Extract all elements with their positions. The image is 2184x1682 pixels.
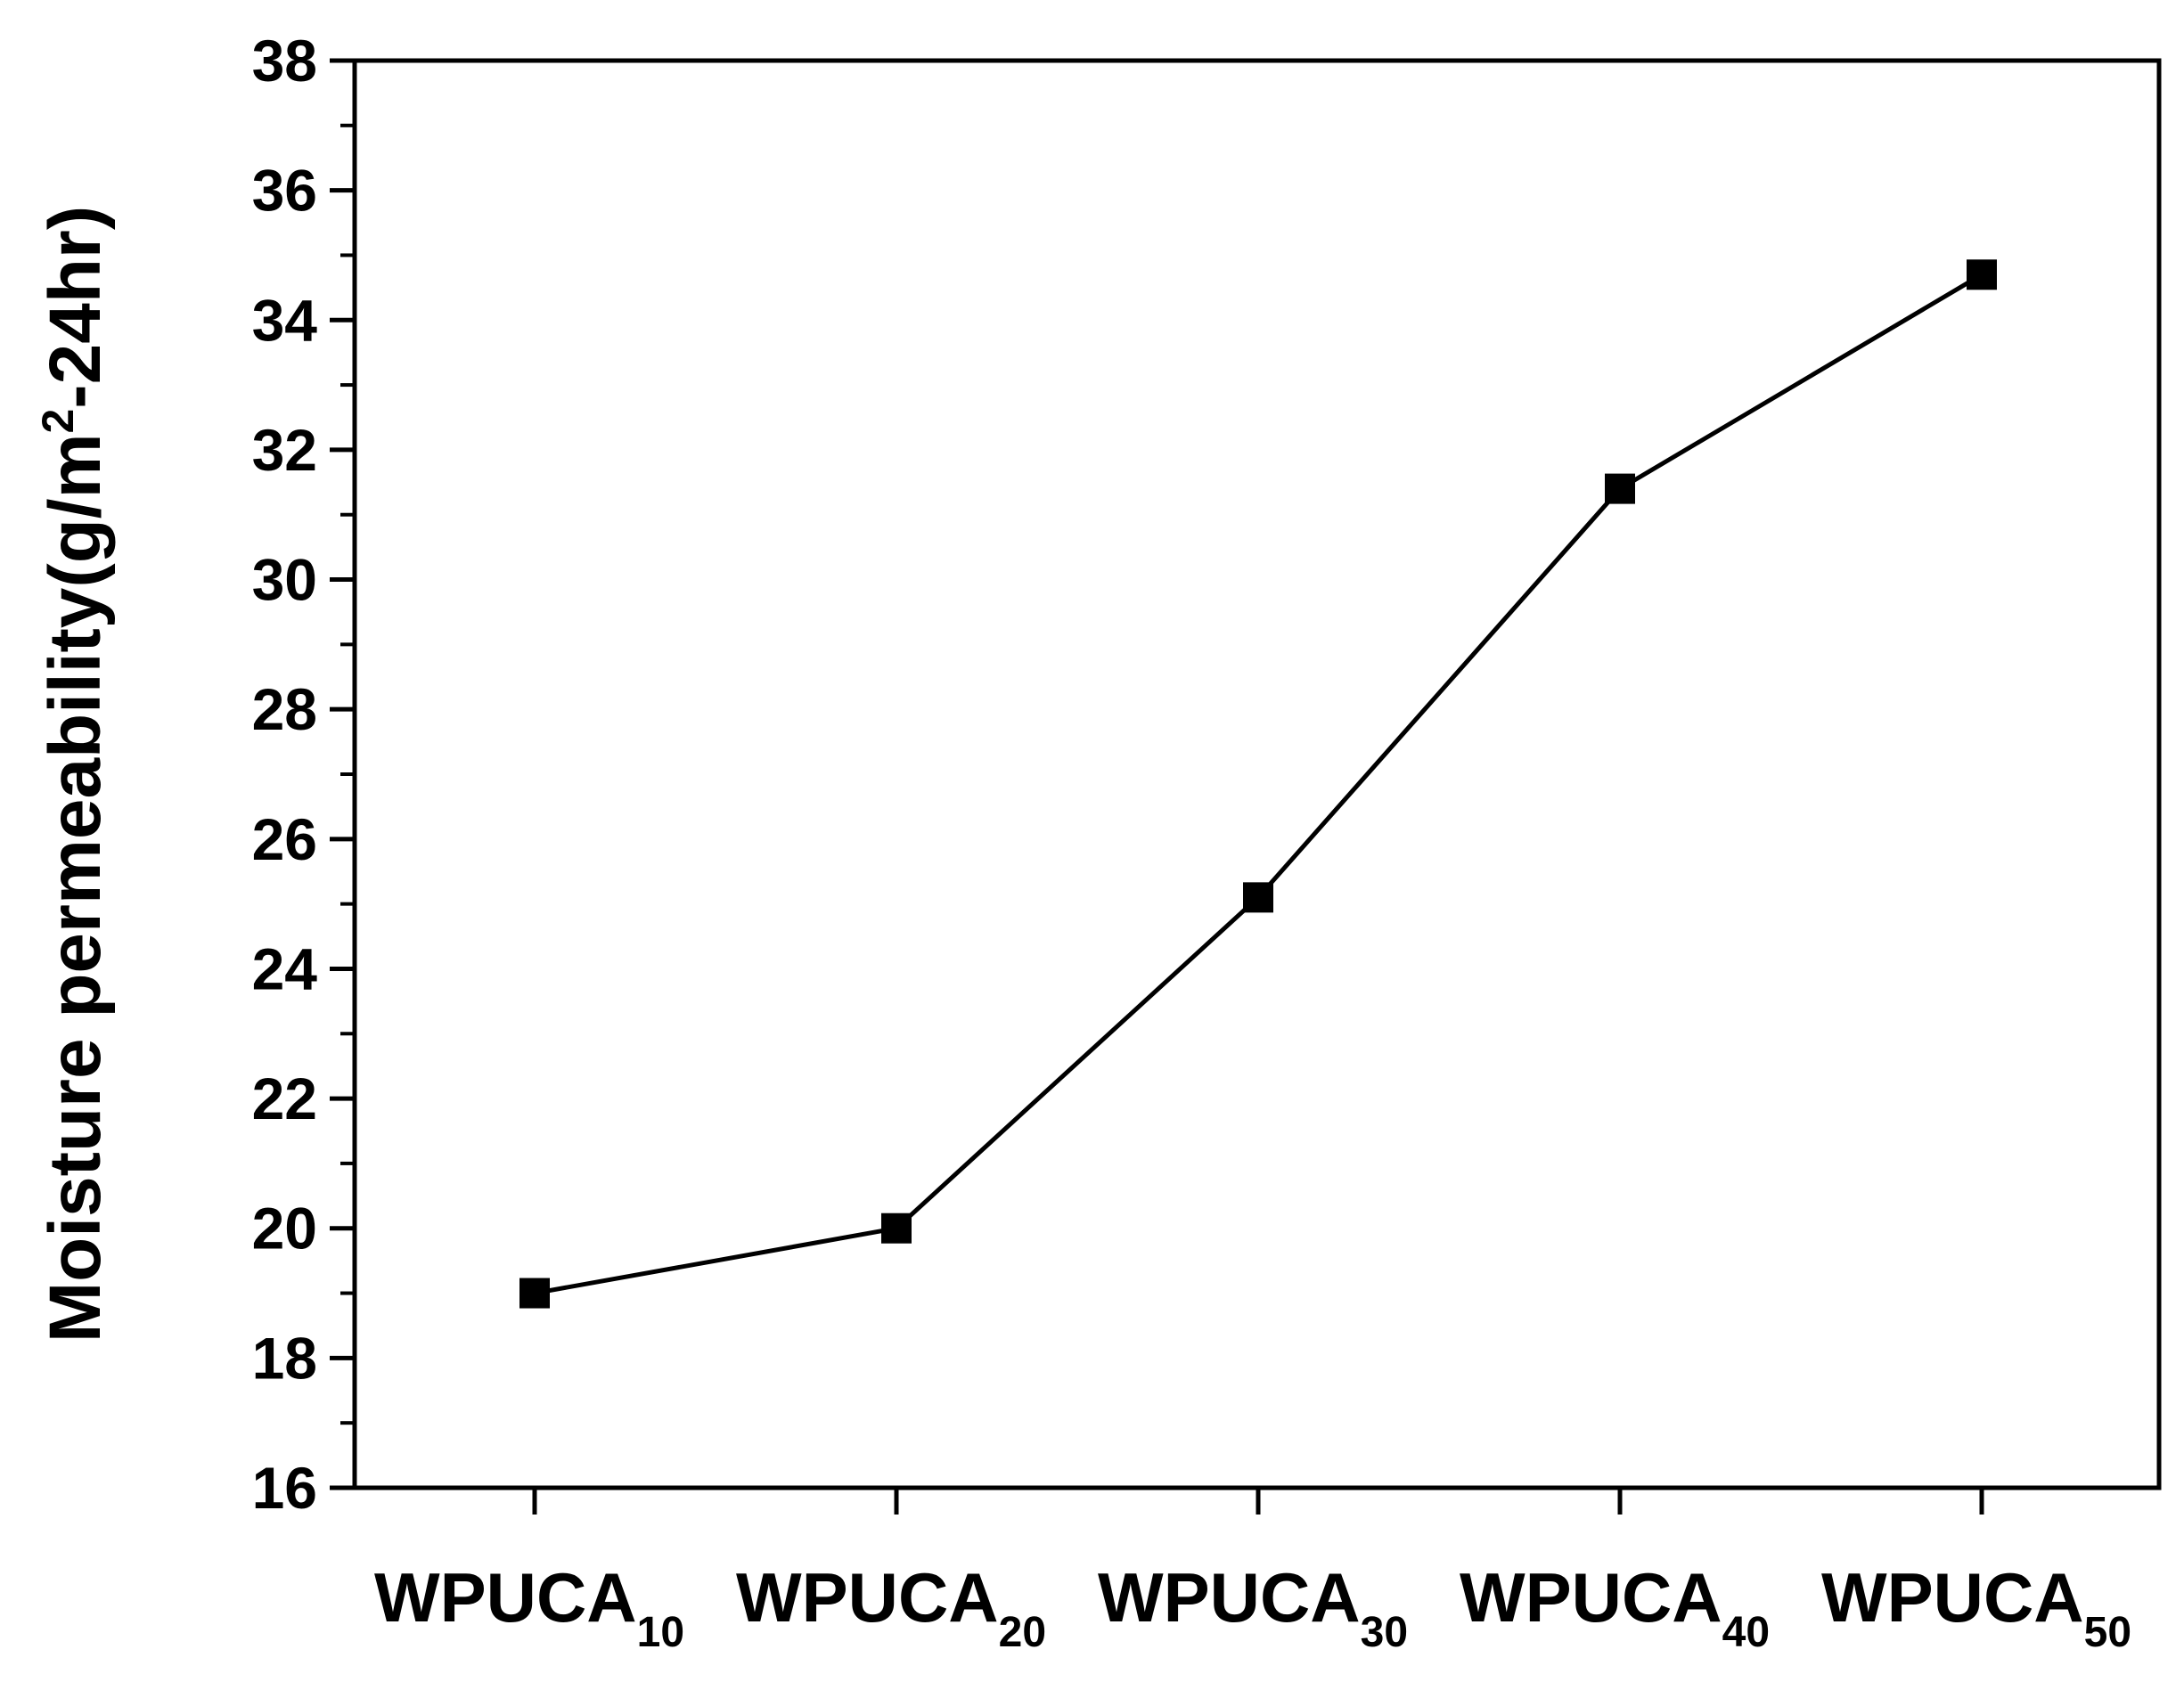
y-tick-label: 38 [252, 28, 317, 94]
data-point-marker [519, 1278, 550, 1309]
y-tick-label: 24 [252, 935, 318, 1001]
y-tick-label: 20 [252, 1196, 317, 1262]
y-axis-title-prefix: Moisture permeability(g/m [35, 434, 116, 1343]
y-axis-title-suffix: -24hr) [35, 206, 116, 409]
x-tick-label-base: WPUCA [374, 1558, 637, 1637]
x-tick-label: WPUCA40 [1460, 1558, 1770, 1656]
x-tick-label: WPUCA30 [1098, 1558, 1408, 1656]
y-tick-label: 32 [252, 417, 317, 483]
y-axis-title-superscript: 2 [33, 409, 83, 434]
y-tick-label: 22 [252, 1066, 317, 1131]
x-tick-label: WPUCA50 [1821, 1558, 2131, 1656]
y-tick-label: 34 [252, 287, 318, 353]
x-tick-label-subscript: 10 [637, 1609, 684, 1656]
x-tick-label-base: WPUCA [1821, 1558, 2084, 1637]
data-point-marker [1605, 473, 1635, 504]
x-tick-label: WPUCA20 [736, 1558, 1046, 1656]
x-tick-label-subscript: 20 [999, 1609, 1046, 1656]
x-tick-label-subscript: 30 [1361, 1609, 1408, 1656]
y-axis-ticks: 16 18 20 22 24 26 28 30 32 34 36 38 [252, 28, 355, 1521]
y-tick-label: 18 [252, 1325, 317, 1391]
x-tick-label-base: WPUCA [1098, 1558, 1361, 1637]
x-axis-ticks: WPUCA10 WPUCA20 WPUCA30 WPUCA40 WPUCA50 [374, 1488, 2131, 1656]
y-tick-label: 26 [252, 806, 317, 872]
x-tick-label-base: WPUCA [736, 1558, 999, 1637]
series [519, 259, 1997, 1309]
y-tick-label: 30 [252, 547, 317, 613]
y-axis-title: Moisture permeability(g/m2-24hr) [33, 206, 116, 1343]
data-point-marker [1243, 882, 1273, 913]
x-tick-label: WPUCA10 [374, 1558, 684, 1656]
x-tick-label-subscript: 40 [1722, 1609, 1770, 1656]
data-point-marker [881, 1213, 912, 1244]
x-tick-label-subscript: 50 [2084, 1609, 2131, 1656]
data-point-marker [1967, 259, 1997, 290]
x-tick-label-base: WPUCA [1460, 1558, 1722, 1637]
y-tick-label: 36 [252, 158, 317, 224]
y-tick-label: 16 [252, 1455, 317, 1521]
y-tick-label: 28 [252, 676, 317, 742]
